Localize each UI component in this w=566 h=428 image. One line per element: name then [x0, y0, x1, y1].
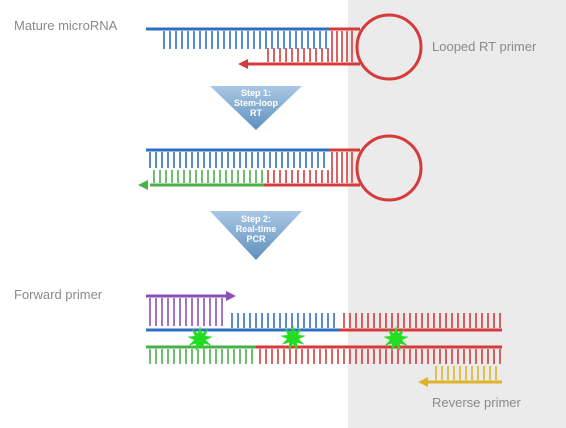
pcr-top-blue-bases [231, 313, 335, 328]
step-1-line-2: Stem-loop [234, 98, 279, 108]
forward-primer-arrowhead [226, 291, 236, 301]
pcr-bottom-green-bases [149, 349, 253, 364]
step-1-arrow: Step 1: Stem-loop RT [210, 86, 302, 130]
rt-primer-bases-2 [267, 170, 329, 183]
probe-flash-1 [187, 326, 213, 352]
forward-primer-label: Forward primer [14, 287, 103, 302]
looped-rt-primer-label: Looped RT primer [432, 39, 537, 54]
probe-flash-3 [383, 326, 409, 352]
mature-microrna-label: Mature microRNA [14, 18, 118, 33]
strands-layer [138, 13, 502, 387]
cdna-extension-bases-2 [153, 170, 263, 183]
reverse-primer-arrowhead [418, 377, 428, 387]
pcr-top-red-bases [343, 313, 501, 328]
microrna-bases-1 [163, 31, 327, 49]
probe-flash-layer [187, 325, 409, 352]
rt-primer-stem-bases-1 [331, 31, 353, 62]
rt-primer-loop-2 [355, 134, 423, 202]
cdna-arrowhead-2 [138, 180, 148, 190]
step-2-line-1: Step 2: [241, 214, 271, 224]
rt-primer-stem-bases-2 [331, 152, 353, 183]
rt-primer-loop-1 [355, 13, 423, 81]
step-2-line-2: Real-time [236, 224, 277, 234]
step-2-line-3: PCR [246, 234, 266, 244]
rt-primer-arrowhead-1 [238, 59, 248, 69]
rt-primer-bases-1 [267, 48, 329, 62]
background-panel [348, 0, 566, 428]
pcr-bottom-red-bases [259, 349, 501, 364]
step-1-line-1: Step 1: [241, 88, 271, 98]
step-2-arrow: Step 2: Real-time PCR [210, 211, 302, 260]
reverse-primer-bases [435, 366, 497, 380]
microrna-bases-2 [149, 152, 325, 168]
forward-primer-bases [149, 298, 223, 326]
reverse-primer-label: Reverse primer [432, 395, 521, 410]
step-1-line-3: RT [250, 108, 262, 118]
probe-flash-2 [280, 325, 306, 351]
